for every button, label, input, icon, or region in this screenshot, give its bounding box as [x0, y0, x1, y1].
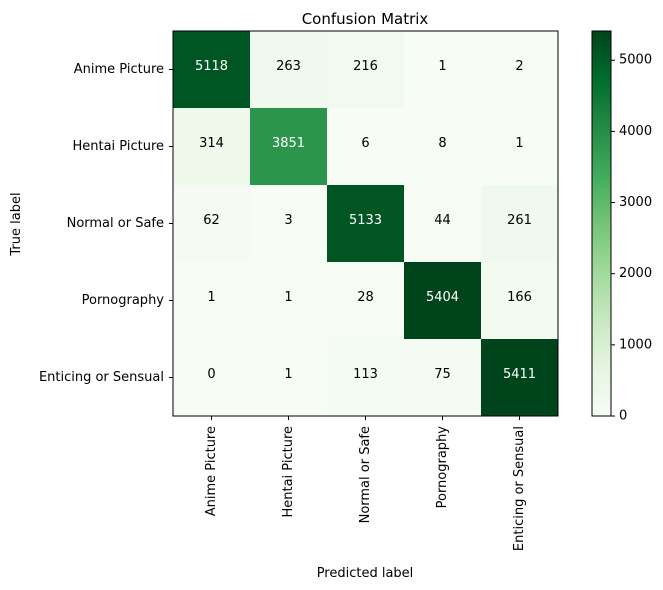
colorbar: [591, 30, 612, 417]
x-tick-label: Pornography: [435, 426, 450, 509]
heatmap-cell: [404, 339, 481, 416]
cell-value-label: 44: [434, 213, 451, 228]
x-tick-label: Hentai Picture: [281, 426, 296, 518]
cell-value-label: 1: [515, 136, 523, 151]
y-tick-label: Pornography: [82, 293, 165, 308]
heatmap-cell: [173, 185, 250, 262]
heatmap-cell: [173, 339, 250, 416]
cell-value-label: 1: [438, 59, 446, 74]
cell-value-label: 166: [507, 290, 532, 305]
cell-value-label: 0: [207, 367, 215, 382]
heatmap-cell: [250, 31, 327, 108]
colorbar-ticks: 0 1000 2000 3000 4000 5000: [611, 53, 652, 424]
x-tick-label: Anime Picture: [204, 426, 219, 516]
cell-value-label: 5118: [195, 59, 228, 74]
cell-value-label: 1: [284, 367, 292, 382]
x-tick-label: Normal or Safe: [358, 426, 373, 523]
heatmap-cell: [250, 339, 327, 416]
x-axis-label: Predicted label: [317, 566, 414, 581]
heatmap-cell: [173, 108, 250, 185]
y-tick-labels: Anime Picture Hentai Picture Normal or Saf…: [39, 62, 173, 385]
heatmap-cell: [173, 31, 250, 108]
cell-value-label: 8: [438, 136, 446, 151]
heatmap-cell: [327, 185, 404, 262]
heatmap-cell: [173, 262, 250, 339]
x-tick-label: Enticing or Sensual: [512, 426, 527, 551]
heatmap-cell: [481, 262, 558, 339]
heatmap-cell: [481, 108, 558, 185]
cell-value-label: 28: [357, 290, 374, 305]
y-tick-label: Enticing or Sensual: [39, 370, 164, 385]
heatmap-cell: [250, 185, 327, 262]
cell-value-label: 75: [434, 367, 451, 382]
cell-value-label: 1: [284, 290, 292, 305]
heatmap-cell: [327, 108, 404, 185]
y-axis-label: True label: [9, 192, 24, 256]
heatmap-cell: [404, 185, 481, 262]
cell-value-label: 314: [199, 136, 224, 151]
colorbar-tick-label: 3000: [619, 195, 652, 210]
cell-value-label: 5411: [503, 367, 536, 382]
colorbar-tick-label: 4000: [619, 124, 652, 139]
heatmap-cell: [250, 108, 327, 185]
colorbar-tick-label: 5000: [619, 53, 652, 68]
heatmap-cells: 5118 263 216 1 2 314 3851 6 8 1 62 3 5133 44 261 1 1 28 54…: [173, 31, 558, 416]
cell-value-label: 5404: [426, 290, 459, 305]
cell-value-label: 216: [353, 59, 378, 74]
chart-title: Confusion Matrix: [302, 10, 429, 28]
x-tick-labels: Anime Picture Hentai Picture Normal or Saf…: [204, 416, 527, 551]
colorbar-tick-label: 1000: [619, 337, 652, 352]
heatmap-cell: [327, 262, 404, 339]
cell-value-label: 263: [276, 59, 301, 74]
colorbar-tick-label: 0: [619, 409, 627, 424]
y-tick-label: Hentai Picture: [72, 139, 164, 154]
y-tick-label: Anime Picture: [74, 62, 164, 77]
heatmap-cell: [481, 185, 558, 262]
cell-value-label: 2: [515, 59, 523, 74]
heatmap-cell: [250, 262, 327, 339]
heatmap-cell: [481, 31, 558, 108]
cell-value-label: 62: [203, 213, 220, 228]
heatmap-cell: [481, 339, 558, 416]
colorbar-tick-label: 2000: [619, 266, 652, 281]
cell-value-label: 6: [361, 136, 369, 151]
cell-value-label: 113: [353, 367, 378, 382]
cell-value-label: 5133: [349, 213, 382, 228]
heatmap-cell: [404, 108, 481, 185]
cell-value-label: 3851: [272, 136, 305, 151]
cell-value-label: 3: [284, 213, 292, 228]
cell-value-label: 261: [507, 213, 532, 228]
heatmap-cell: [404, 31, 481, 108]
heatmap-cell: [327, 31, 404, 108]
cell-value-label: 1: [207, 290, 215, 305]
y-tick-label: Normal or Safe: [67, 216, 164, 231]
heatmap-cell: [404, 262, 481, 339]
heatmap-cell: [327, 339, 404, 416]
